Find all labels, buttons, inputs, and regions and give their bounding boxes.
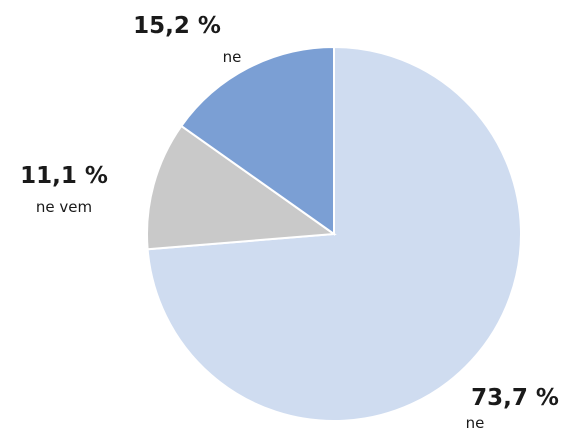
slice-label-percent-gray: 11,1 % xyxy=(20,163,108,189)
pie-slice-blue xyxy=(179,45,335,236)
pie-slices xyxy=(146,45,522,422)
pie-slice-gray xyxy=(146,124,337,251)
slice-label-category-gray: ne vem xyxy=(36,198,92,216)
slice-label-percent-large: 73,7 % xyxy=(471,385,559,411)
slice-label-percent-blue: 15,2 % xyxy=(133,13,221,39)
slice-label-category-blue: ne xyxy=(223,48,242,66)
slice-label-category-large: ne xyxy=(466,414,485,432)
